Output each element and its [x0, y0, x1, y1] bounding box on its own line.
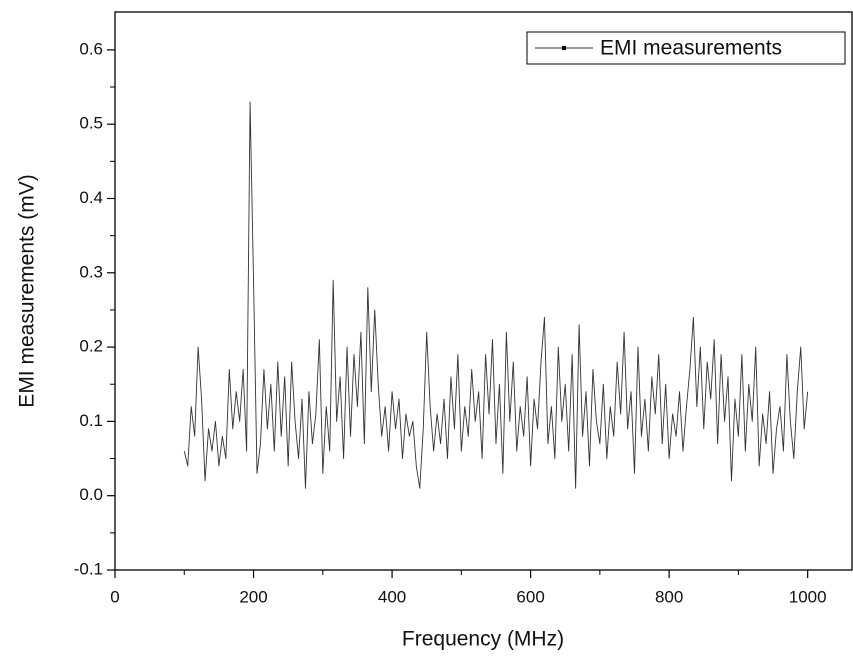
- legend-label: EMI measurements: [600, 37, 782, 60]
- y-tick-label: 0.6: [79, 39, 103, 58]
- y-tick-label: 0.0: [79, 485, 103, 504]
- series-line: [183, 101, 809, 489]
- x-tick-label: 400: [378, 587, 406, 606]
- y-axis-label: EMI measurements (mV): [16, 174, 39, 407]
- x-tick-label: 1000: [789, 587, 827, 606]
- x-tick-label: 200: [239, 587, 267, 606]
- plot-frame: [114, 11, 853, 571]
- y-tick-label: 0.3: [79, 262, 103, 281]
- legend-marker: [562, 46, 566, 50]
- y-tick-label: 0.1: [79, 411, 103, 430]
- y-tick-label: -0.1: [74, 559, 103, 578]
- y-tick-label: 0.2: [79, 337, 103, 356]
- x-tick-label: 0: [110, 587, 119, 606]
- y-tick-label: 0.5: [79, 114, 103, 133]
- x-tick-label: 800: [655, 587, 683, 606]
- x-tick-label: 600: [516, 587, 544, 606]
- x-axis-label: Frequency (MHz): [402, 628, 564, 651]
- y-tick-label: 0.4: [79, 188, 103, 207]
